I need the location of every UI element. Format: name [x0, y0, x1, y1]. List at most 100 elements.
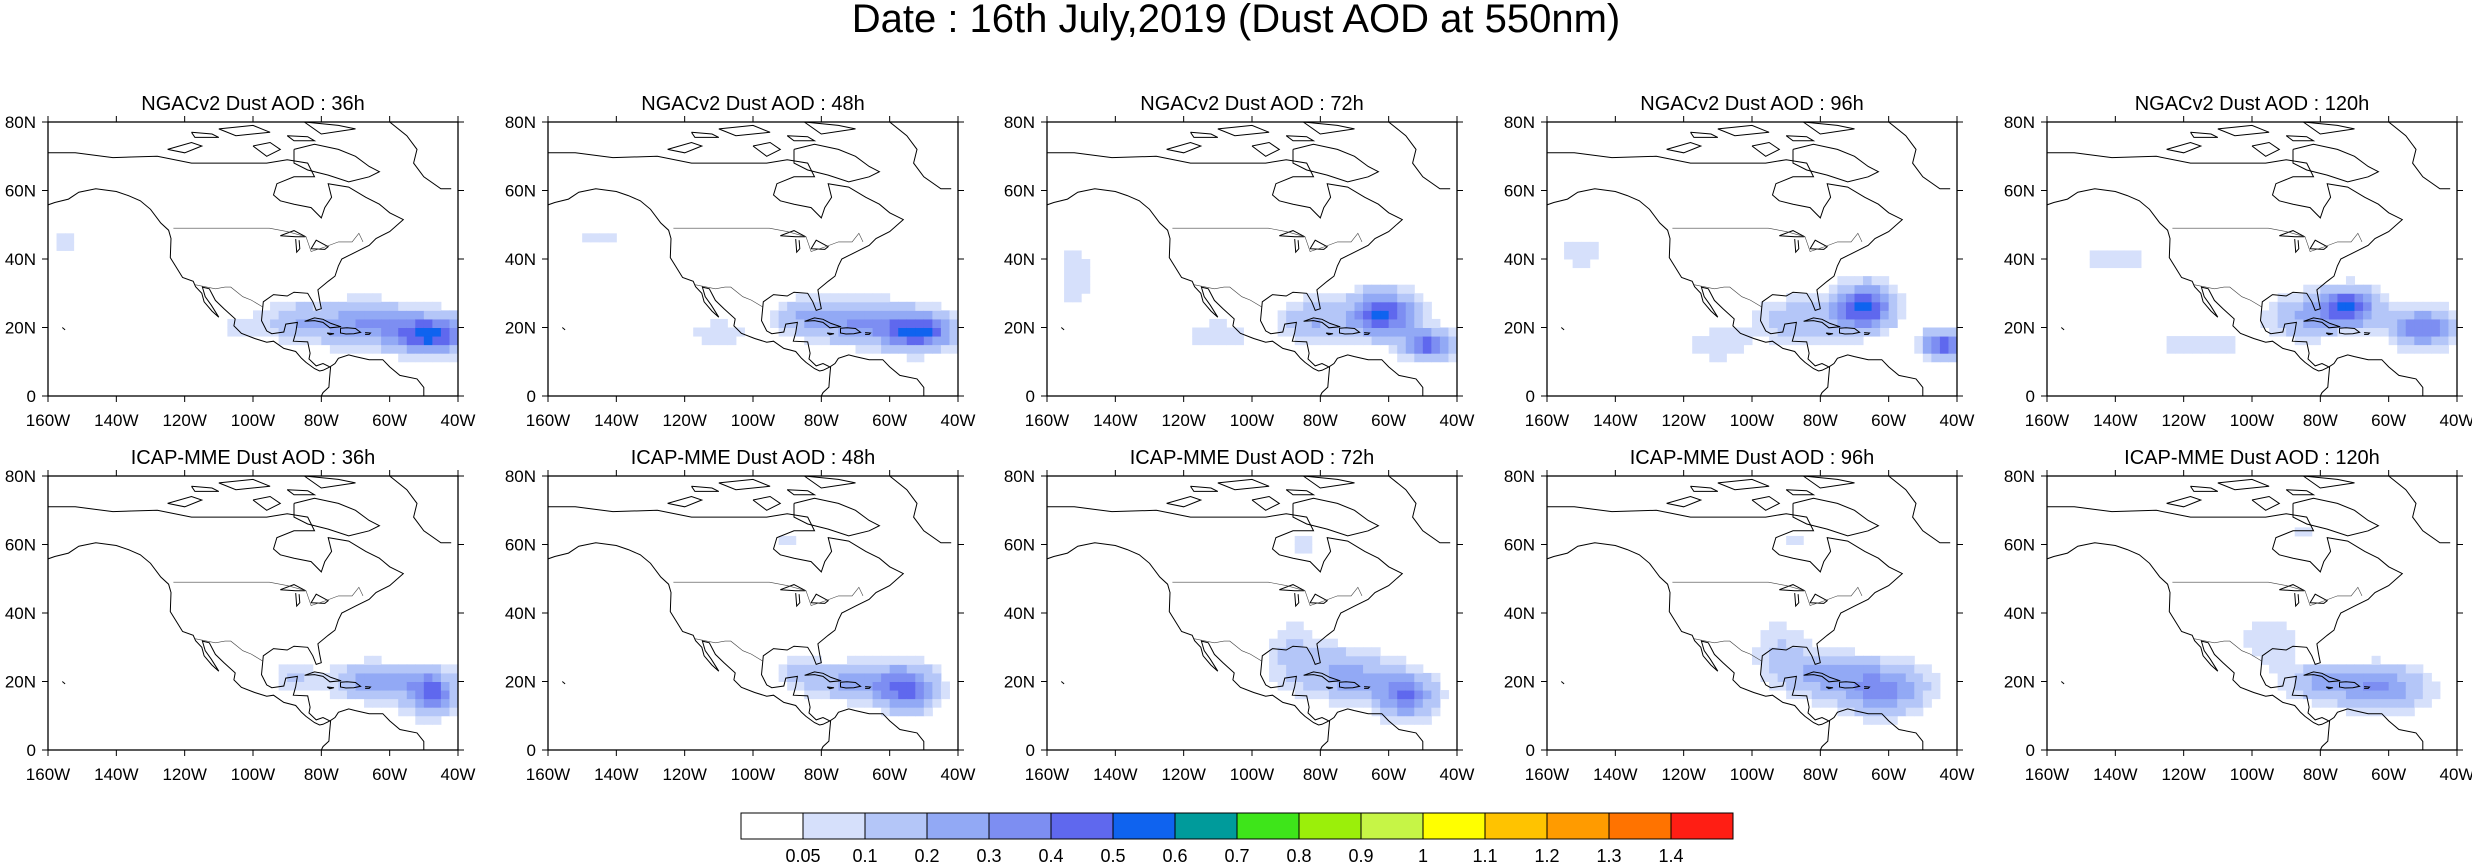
aod-cell: [1320, 638, 1330, 648]
aod-cell: [804, 301, 814, 311]
aod-cell: [1397, 327, 1407, 337]
aod-cell: [829, 664, 839, 674]
aod-cell: [1717, 344, 1727, 354]
aod-cell: [2320, 698, 2330, 708]
aod-cell: [1905, 681, 1915, 691]
aod-cell: [1863, 655, 1873, 665]
aod-cell: [1405, 690, 1415, 700]
arctic-island: [1285, 489, 1316, 496]
aod-cell: [423, 310, 433, 320]
aod-cell: [381, 681, 391, 691]
aod-cell: [449, 353, 459, 363]
x-tick-label: 140W: [2093, 765, 2137, 784]
aod-cell: [372, 301, 382, 311]
aod-cell: [1328, 647, 1338, 657]
aod-cell: [1277, 647, 1287, 657]
aod-cell: [2277, 647, 2287, 657]
aod-cell: [821, 681, 831, 691]
arctic-island: [1285, 135, 1316, 142]
aod-cell: [415, 310, 425, 320]
coastline-pacific: [47, 188, 331, 372]
aod-cell: [2439, 327, 2449, 337]
aod-cell: [1337, 655, 1347, 665]
aod-cell: [1717, 353, 1727, 363]
aod-cell: [2328, 284, 2338, 294]
aod-cell: [346, 318, 356, 328]
aod-cell: [406, 672, 416, 682]
aod-cell: [2405, 672, 2415, 682]
y-tick-label: 80N: [1004, 113, 1035, 132]
y-tick-label: 60N: [2004, 536, 2035, 555]
aod-cell: [423, 698, 433, 708]
aod-cell: [949, 310, 959, 320]
aod-cell: [1209, 336, 1219, 346]
aod-cell: [881, 318, 891, 328]
aod-cell: [2311, 672, 2321, 682]
aod-cell: [2328, 318, 2338, 328]
aod-cell: [372, 655, 382, 665]
aod-cell: [2397, 336, 2407, 346]
arctic-island: [1666, 495, 1703, 508]
aod-cell: [1786, 630, 1796, 640]
aod-cell: [1397, 310, 1407, 320]
aod-cell: [1837, 690, 1847, 700]
aod-cell: [1760, 655, 1770, 665]
aod-cell: [898, 672, 908, 682]
colorbar-swatch: [1174, 812, 1238, 840]
coastlines: [47, 121, 452, 397]
aod-cell: [1200, 336, 1210, 346]
dust-aod-field: [1064, 250, 1458, 363]
aod-cell: [1081, 259, 1091, 269]
island-hispaniola: [340, 681, 362, 689]
aod-cell: [1397, 698, 1407, 708]
aod-cell: [1837, 672, 1847, 682]
aod-cell: [2388, 707, 2398, 717]
y-tick-label: 60N: [2004, 182, 2035, 201]
aod-cell: [1422, 672, 1432, 682]
aod-cell: [795, 318, 805, 328]
aod-cell: [1837, 336, 1847, 346]
aod-cell: [889, 690, 899, 700]
aod-cell: [1888, 293, 1898, 303]
aod-cell: [329, 318, 339, 328]
aod-cell: [1709, 327, 1719, 337]
y-tick-label: 60N: [1504, 182, 1535, 201]
x-tick-label: 160W: [26, 765, 70, 784]
colorbar-label: 1: [1418, 846, 1428, 862]
island-cuba: [1803, 317, 1841, 329]
aod-cell: [2388, 690, 2398, 700]
aod-cell: [1081, 267, 1091, 277]
aod-cell: [389, 310, 399, 320]
aod-cell: [1820, 698, 1830, 708]
aod-cell: [2363, 698, 2373, 708]
aod-cell: [1811, 672, 1821, 682]
aod-cell: [1405, 672, 1415, 682]
aod-cell: [1837, 655, 1847, 665]
aod-cell: [295, 318, 305, 328]
border-us-mexico: [1693, 638, 1762, 662]
arctic-island: [804, 475, 856, 489]
aod-cell: [1072, 284, 1082, 294]
aod-cell: [287, 336, 297, 346]
aod-cell: [2345, 276, 2355, 286]
great-lakes: [810, 239, 830, 250]
aod-cell: [1311, 318, 1321, 328]
aod-cell: [1311, 336, 1321, 346]
aod-cell: [2260, 655, 2270, 665]
aod-cell: [364, 293, 374, 303]
panel-title: NGACv2 Dust AOD : 48h: [641, 93, 864, 115]
aod-cell: [727, 336, 737, 346]
aod-cell: [270, 318, 280, 328]
y-tick-label: 0: [527, 741, 536, 760]
arctic-island: [1217, 478, 1270, 491]
aod-cell: [398, 336, 408, 346]
aod-cell: [2175, 336, 2185, 346]
aod-cell: [846, 301, 856, 311]
aod-cell: [932, 698, 942, 708]
island-puerto-rico: [2364, 686, 2371, 689]
x-tick-label: 120W: [1161, 411, 1205, 430]
aod-cell: [2380, 681, 2390, 691]
aod-cell: [1363, 336, 1373, 346]
colorbar-label: 0.05: [785, 846, 820, 862]
aod-cell: [2405, 664, 2415, 674]
